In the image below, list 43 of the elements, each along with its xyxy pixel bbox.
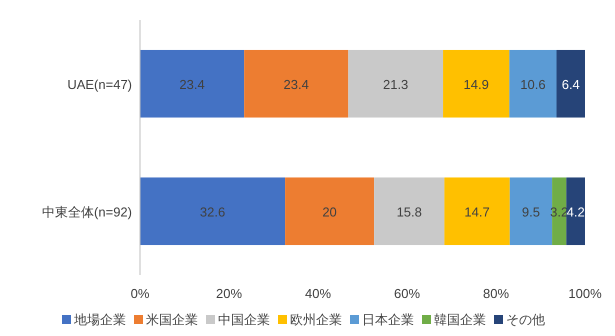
legend-label: 米国企業 [146,312,198,327]
x-tick-label: 40% [304,286,332,301]
bar [244,50,348,118]
legend-label: 中国企業 [218,312,270,327]
legend-label: 韓国企業 [434,312,486,327]
x-tick-label: 20% [216,286,242,301]
bar [140,177,286,246]
bar [285,177,374,246]
米国企業: 23.4 20 [244,50,374,246]
data-label: 23.4 [284,76,309,92]
x-tick-label: 100% [568,286,602,301]
bar [509,50,557,118]
bar [510,177,552,246]
data-label: 6.4 [562,76,580,92]
bar [566,177,585,246]
data-label: 21.3 [382,76,408,92]
bar [140,50,244,118]
bar [444,177,510,246]
data-label: 32.6 [200,204,226,220]
bar [374,177,444,246]
legend-label: 日本企業 [362,312,414,327]
x-tick-label: 80% [482,286,510,301]
中国企業: 21.3 15.8 [348,50,444,246]
bar [348,50,444,118]
欧州企業: 14.9 14.7 [443,50,510,246]
y-tick-label: 中東全体(n=92) [42,204,132,220]
data-label: 10.6 [520,76,546,92]
地場企業: 23.4 32.6 [140,50,286,246]
legend-label: その他 [506,312,545,327]
data-label: 15.8 [396,204,422,220]
data-label: 23.4 [179,76,205,92]
legend-label: 地場企業 [73,312,126,327]
data-label: 14.9 [464,76,489,92]
data-label: 9.5 [522,204,540,220]
x-tick-label: 0% [130,286,150,301]
data-label: 20 [322,204,337,220]
x-tick-label: 60% [394,286,420,301]
y-tick-label: UAE(n=47) [67,76,132,92]
bar [443,50,510,118]
data-label: 4.2 [566,204,585,220]
data-label: 14.7 [464,204,490,220]
legend-label: 欧州企業 [290,312,342,327]
bar [556,50,585,118]
